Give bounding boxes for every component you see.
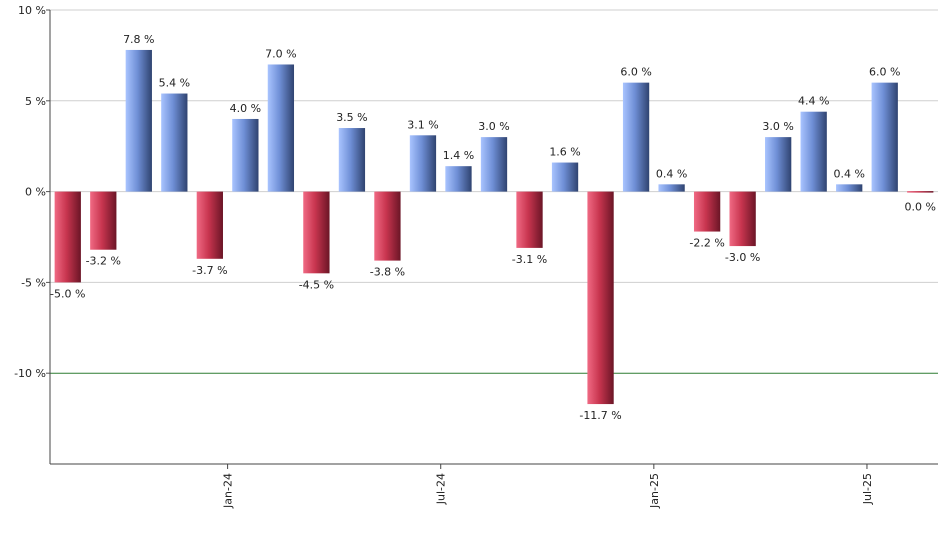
bar (267, 64, 295, 192)
bar-value-label: 3.0 % (762, 120, 793, 133)
bar (480, 137, 508, 192)
bar-value-label: -11.7 % (579, 409, 621, 422)
bar-value-label: -2.2 % (689, 237, 724, 250)
bar-value-label: 4.4 % (798, 95, 829, 108)
bar-value-label: 7.0 % (265, 47, 296, 60)
bar (196, 191, 223, 259)
bar-value-label: -5.0 % (50, 287, 85, 300)
bar-value-label: 1.6 % (549, 146, 580, 159)
bar (765, 137, 792, 192)
bar (90, 191, 117, 250)
bar-value-label: -3.2 % (86, 255, 121, 268)
x-tick-label: Jul-24 (435, 473, 448, 505)
bar (445, 166, 472, 192)
bar-value-label: -3.7 % (192, 264, 227, 277)
bar (551, 162, 579, 192)
x-tick-label: Jan-25 (648, 473, 661, 509)
bar (161, 93, 188, 192)
bar-value-label: -3.0 % (725, 251, 760, 264)
bar-value-label: 4.0 % (230, 102, 261, 115)
x-tick-label: Jan-24 (222, 473, 235, 509)
bar-value-label: 0.4 % (833, 167, 864, 180)
bar (54, 191, 81, 283)
bar-value-label: 3.0 % (478, 120, 509, 133)
bar-value-label: -3.8 % (370, 266, 405, 279)
bar (871, 82, 898, 192)
bar (622, 82, 650, 192)
bar-value-label: 3.1 % (407, 118, 438, 131)
bar-value-label: 6.0 % (869, 66, 900, 79)
y-tick-label: 5 % (25, 95, 46, 108)
bars (54, 49, 934, 405)
labels: 10 % 5 % 0 % -5 % -10 % -5.0 % -3.2 % 7.8 % 5.4 … (14, 4, 936, 509)
x-tick-label: Jul-25 (861, 473, 874, 505)
y-tick-label: -5 % (21, 276, 46, 289)
bar (658, 184, 685, 192)
bar-value-label: 0.0 % (905, 201, 936, 214)
bar-value-label: -3.1 % (512, 253, 547, 266)
bar (907, 191, 934, 193)
bar (303, 191, 330, 274)
bar (836, 184, 863, 192)
bar (729, 191, 756, 247)
bar (516, 191, 543, 248)
bar-value-label: 7.8 % (123, 33, 154, 46)
bar (374, 191, 401, 261)
bar (693, 191, 721, 232)
bar (338, 128, 366, 192)
bar-value-label: 5.4 % (159, 77, 190, 90)
bar (587, 191, 614, 405)
bar-value-label: -4.5 % (299, 278, 334, 291)
bar (409, 135, 437, 192)
bar (800, 111, 827, 192)
bar (125, 49, 152, 192)
bar-value-label: 6.0 % (620, 66, 651, 79)
y-tick-label: 10 % (18, 4, 46, 17)
y-tick-label: -10 % (14, 367, 46, 380)
y-tick-label: 0 % (25, 186, 46, 199)
axes (46, 9, 938, 469)
bar-value-label: 1.4 % (443, 149, 474, 162)
bar-value-label: 3.5 % (336, 111, 367, 124)
bar (232, 118, 259, 192)
bar-value-label: 0.4 % (656, 167, 687, 180)
